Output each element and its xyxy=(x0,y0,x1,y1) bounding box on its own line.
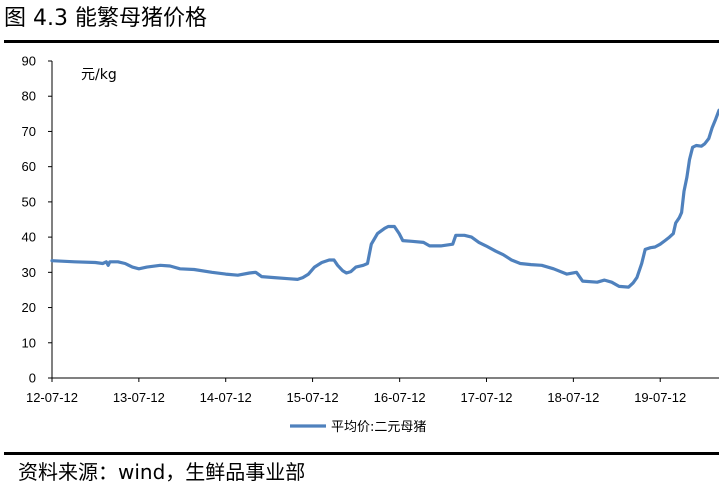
y-tick-label: 90 xyxy=(22,54,36,69)
x-tick-label: 16-07-12 xyxy=(374,390,426,405)
y-tick-label: 50 xyxy=(22,194,36,209)
x-tick-label: 13-07-12 xyxy=(113,390,165,405)
figure-title: 图 4.3 能繁母猪价格 xyxy=(4,6,207,31)
y-tick-label: 70 xyxy=(22,124,36,139)
y-tick-label: 0 xyxy=(29,371,36,386)
series-line xyxy=(50,108,719,289)
x-tick-label: 12-07-12 xyxy=(26,390,78,405)
line-chart: 0 10 20 30 40 50 60 70 80 90 12-07-12 13-07-12 14-0… xyxy=(22,54,719,435)
series-layer xyxy=(50,108,719,289)
y-tick-label: 80 xyxy=(22,89,36,104)
y-tick-label: 30 xyxy=(22,265,36,280)
x-tick-label: 15-07-12 xyxy=(287,390,339,405)
legend: 平均价:二元母猪 xyxy=(290,420,426,435)
unit-label: 元/kg xyxy=(81,67,117,83)
x-tick-label: 14-07-12 xyxy=(200,390,252,405)
source-note: 资料来源：wind，生鲜品事业部 xyxy=(18,460,306,484)
x-axis-ticks: 12-07-12 13-07-12 14-07-12 15-07-12 16-07-12… xyxy=(26,378,686,405)
y-tick-label: 20 xyxy=(22,300,36,315)
x-tick-label: 18-07-12 xyxy=(547,390,599,405)
x-tick-label: 17-07-12 xyxy=(460,390,512,405)
y-tick-label: 40 xyxy=(22,230,36,245)
legend-label: 平均价:二元母猪 xyxy=(331,420,426,435)
y-tick-label: 60 xyxy=(22,159,36,174)
title-rule xyxy=(4,40,719,43)
y-tick-label: 10 xyxy=(22,335,36,350)
y-axis-ticks: 0 10 20 30 40 50 60 70 80 90 xyxy=(22,54,52,386)
source-rule xyxy=(4,452,719,455)
chart-axes xyxy=(51,61,719,379)
x-tick-label: 19-07-12 xyxy=(634,390,686,405)
